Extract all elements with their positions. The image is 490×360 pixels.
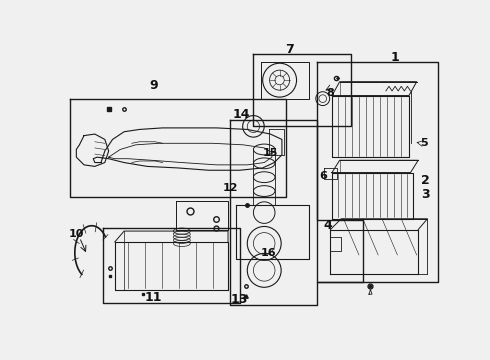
Text: 10: 10 [69,229,84,239]
Text: 3: 3 [421,188,429,201]
Text: 12: 12 [222,183,238,193]
Text: 5: 5 [420,138,428,148]
Text: 16: 16 [261,248,277,258]
Text: 2: 2 [421,174,430,187]
Text: 13: 13 [231,293,248,306]
Text: 9: 9 [149,79,158,92]
Text: 8: 8 [326,88,334,98]
Text: 1: 1 [391,50,399,64]
Text: 6: 6 [319,171,327,181]
Text: 7: 7 [285,43,294,56]
Text: 4: 4 [323,219,332,232]
Text: 14: 14 [232,108,250,121]
Text: 15: 15 [263,148,278,158]
Text: ◆: ◆ [336,76,340,81]
Text: 11: 11 [145,291,162,304]
